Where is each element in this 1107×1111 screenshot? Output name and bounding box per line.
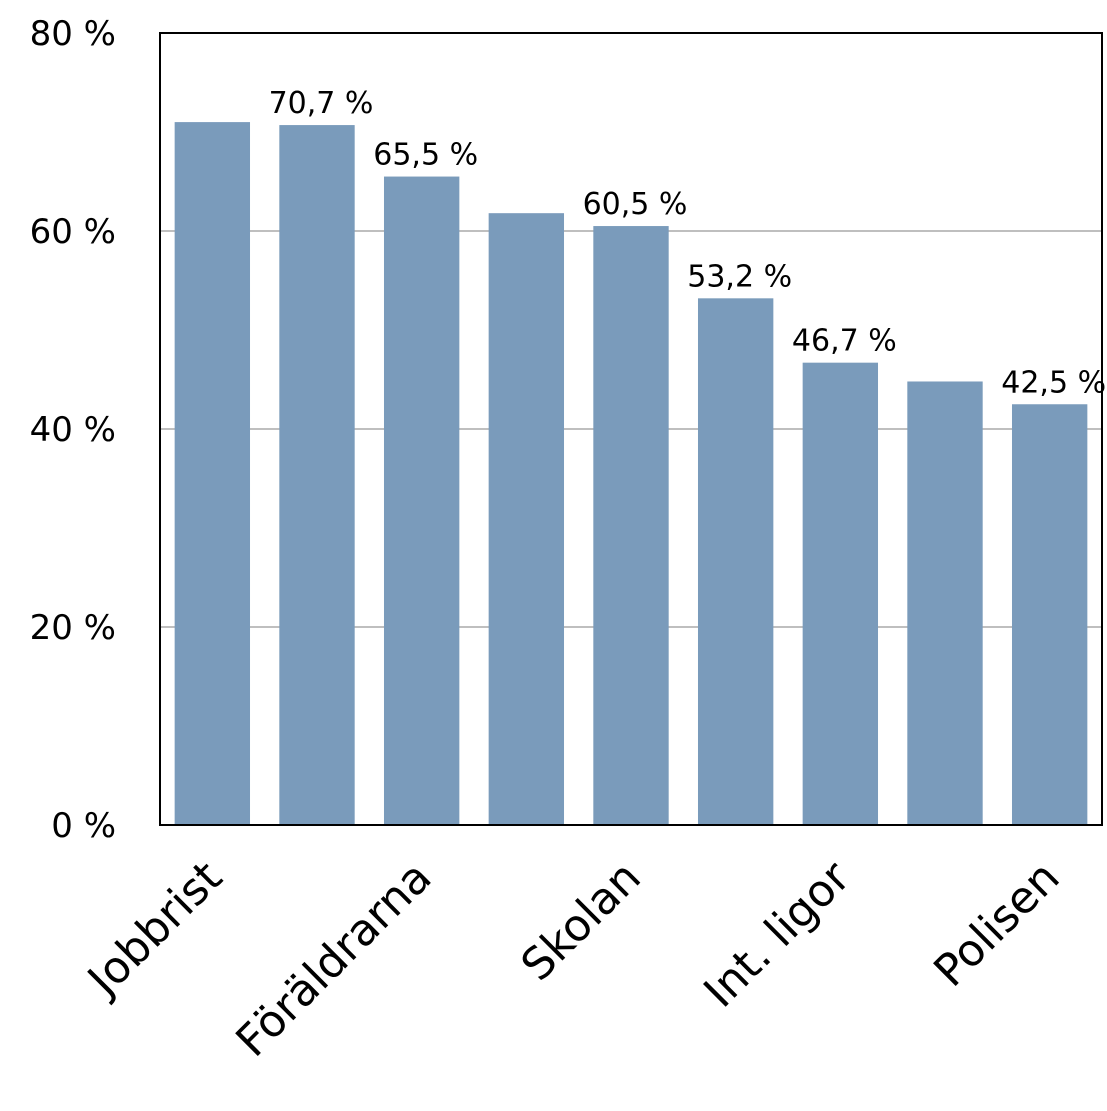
bar — [593, 226, 669, 826]
x-tick-label: Polisen — [924, 852, 1069, 997]
x-tick-label: Skolan — [512, 852, 651, 991]
bar-value-label: 65,5 % — [373, 138, 478, 173]
y-axis-ticks: 0 % 20 % 40 % 60 % 80 % — [30, 14, 116, 846]
bar-value-label: 46,7 % — [792, 324, 897, 359]
bar — [907, 381, 983, 825]
bar — [383, 176, 460, 826]
plot-frame — [159, 32, 1103, 826]
bar-value-label: 70,7 % — [269, 86, 374, 121]
bar — [488, 213, 565, 825]
bar-value-label: 60,5 % — [583, 187, 688, 222]
bar — [697, 298, 774, 825]
bars — [174, 122, 1088, 826]
x-tick-label: Jobbrist — [76, 852, 232, 1008]
data-labels: 70,7 % 65,5 % 60,5 % 53,2 %46,7 % 42,5 % — [269, 86, 1107, 400]
y-tick-label: 80 % — [30, 14, 116, 54]
x-tick-label: Föräldrarna — [226, 852, 441, 1067]
x-tick-label: Int. ligor — [694, 851, 860, 1017]
bar — [174, 122, 251, 826]
bar-value-label: 42,5 % — [1001, 365, 1106, 400]
bar — [1011, 404, 1088, 825]
bar — [279, 125, 355, 825]
y-tick-label: 60 % — [30, 212, 116, 252]
y-tick-label: 20 % — [30, 608, 116, 648]
y-tick-label: 0 % — [51, 806, 116, 846]
bar — [802, 362, 879, 825]
y-tick-label: 40 % — [30, 410, 116, 450]
bar-value-label: 53,2 % — [687, 259, 792, 294]
